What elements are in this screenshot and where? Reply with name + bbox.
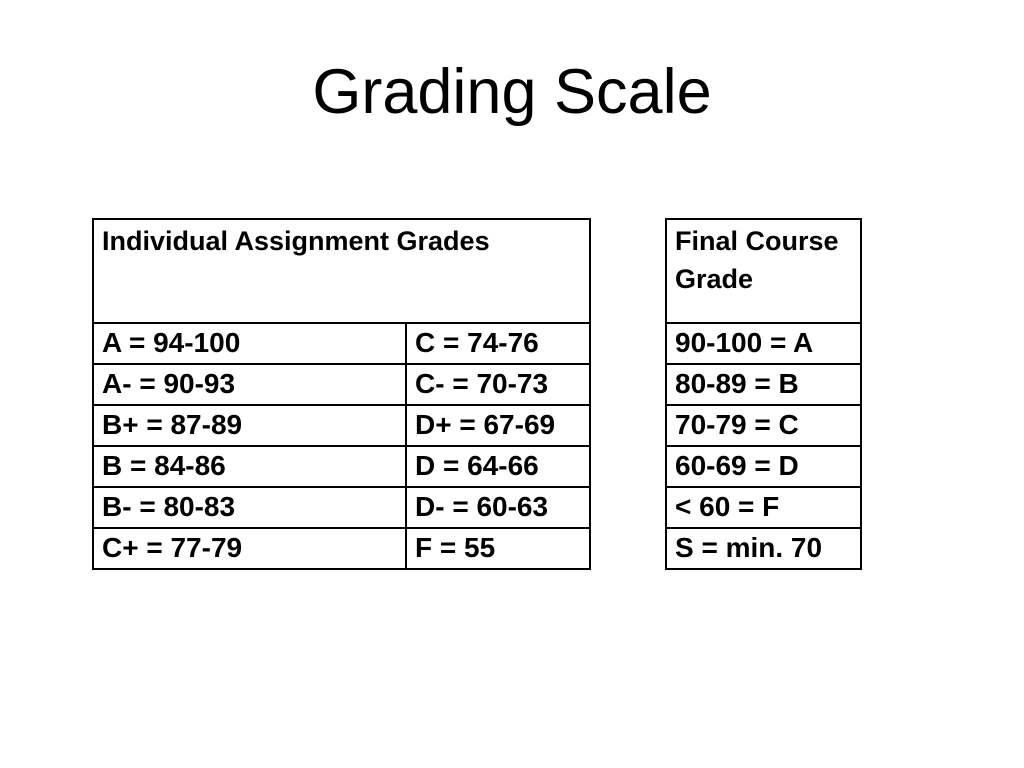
grade-cell: B+ = 87-89 xyxy=(92,404,407,447)
final-table-header-row: Final Course Grade xyxy=(665,218,862,324)
table-row: 90-100 = A xyxy=(665,322,862,365)
slide-title: Grading Scale xyxy=(312,57,712,127)
table-row: B+ = 87-89 D+ = 67-69 xyxy=(92,404,591,447)
grade-cell: S = min. 70 xyxy=(665,527,862,570)
grade-cell: D- = 60-63 xyxy=(405,486,591,529)
table-row: B = 84-86 D = 64-66 xyxy=(92,445,591,488)
grade-cell: 60-69 = D xyxy=(665,445,862,488)
table-row: C+ = 77-79 F = 55 xyxy=(92,527,591,570)
assignment-table-header: Individual Assignment Grades xyxy=(92,218,591,324)
grade-cell: 80-89 = B xyxy=(665,363,862,406)
table-row: 60-69 = D xyxy=(665,445,862,488)
grade-cell: A = 94-100 xyxy=(92,322,407,365)
table-row: S = min. 70 xyxy=(665,527,862,570)
grade-cell: D+ = 67-69 xyxy=(405,404,591,447)
grade-cell: C = 74-76 xyxy=(405,322,591,365)
grade-cell: C- = 70-73 xyxy=(405,363,591,406)
grade-cell: 70-79 = C xyxy=(665,404,862,447)
grade-cell: B = 84-86 xyxy=(92,445,407,488)
grade-cell: A- = 90-93 xyxy=(92,363,407,406)
grade-cell: 90-100 = A xyxy=(665,322,862,365)
table-row: 70-79 = C xyxy=(665,404,862,447)
grade-cell: F = 55 xyxy=(405,527,591,570)
individual-assignment-grades-table: Individual Assignment Grades A = 94-100 … xyxy=(92,218,591,570)
grade-cell: D = 64-66 xyxy=(405,445,591,488)
table-row: A- = 90-93 C- = 70-73 xyxy=(92,363,591,406)
final-table-header: Final Course Grade xyxy=(665,218,862,324)
table-row: B- = 80-83 D- = 60-63 xyxy=(92,486,591,529)
grade-cell: < 60 = F xyxy=(665,486,862,529)
assignment-table-header-row: Individual Assignment Grades xyxy=(92,218,591,324)
final-course-grade-table: Final Course Grade 90-100 = A 80-89 = B … xyxy=(665,218,862,570)
table-row: A = 94-100 C = 74-76 xyxy=(92,322,591,365)
table-row: 80-89 = B xyxy=(665,363,862,406)
grade-cell: C+ = 77-79 xyxy=(92,527,407,570)
table-row: < 60 = F xyxy=(665,486,862,529)
grade-cell: B- = 80-83 xyxy=(92,486,407,529)
